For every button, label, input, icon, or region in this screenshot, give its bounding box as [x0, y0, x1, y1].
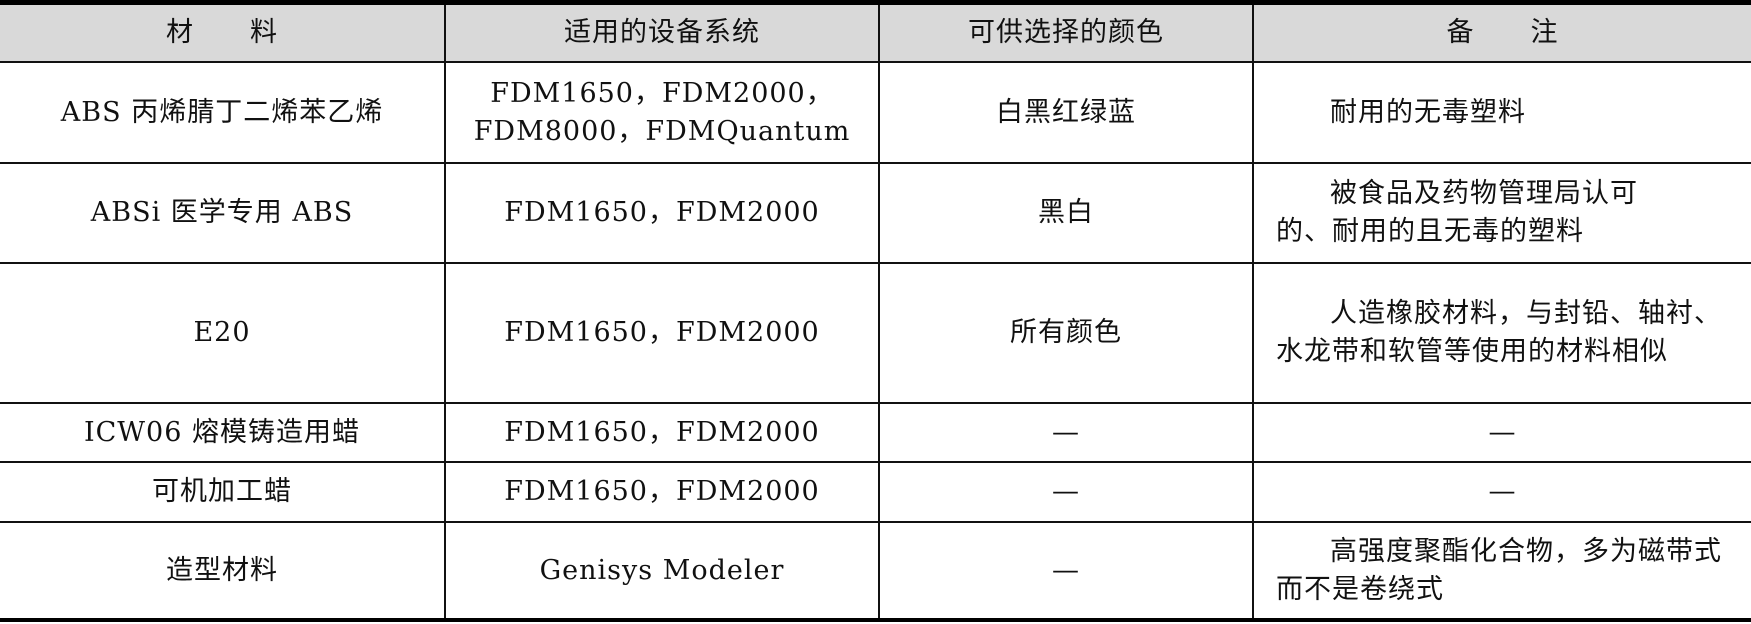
cell-material: E20: [0, 262, 446, 404]
cell-note: —: [1252, 461, 1751, 523]
cell-material: ABS 丙烯腈丁二烯苯乙烯: [0, 61, 446, 164]
cell-systems: FDM1650，FDM2000: [444, 461, 880, 523]
cell-material: 造型材料: [0, 521, 446, 621]
cell-colors: 黑白: [878, 162, 1254, 264]
table-row: 造型材料 Genisys Modeler — 高强度聚酯化合物，多为磁带式而不是…: [0, 521, 1751, 621]
cell-material: 可机加工蜡: [0, 461, 446, 523]
cell-colors: —: [878, 402, 1254, 463]
header-note: 备 注: [1252, 1, 1751, 63]
cell-note: —: [1252, 402, 1751, 463]
cell-note: 高强度聚酯化合物，多为磁带式而不是卷绕式: [1252, 521, 1751, 621]
cell-systems: FDM1650，FDM2000: [444, 402, 880, 463]
cell-note: 被食品及药物管理局认可的、耐用的且无毒的塑料: [1252, 162, 1751, 264]
table-row: E20 FDM1650，FDM2000 所有颜色 人造橡胶材料，与封铅、轴衬、水…: [0, 262, 1751, 404]
cell-colors: —: [878, 461, 1254, 523]
header-systems: 适用的设备系统: [444, 1, 880, 63]
table-row: ABS 丙烯腈丁二烯苯乙烯 FDM1650，FDM2000， FDM8000，FD…: [0, 61, 1751, 164]
table-row: 可机加工蜡 FDM1650，FDM2000 — —: [0, 461, 1751, 523]
cell-colors: 白黑红绿蓝: [878, 61, 1254, 164]
cell-systems: FDM1650，FDM2000， FDM8000，FDMQuantum: [444, 61, 880, 164]
cell-systems: FDM1650，FDM2000: [444, 262, 880, 404]
cell-material: ICW06 熔模铸造用蜡: [0, 402, 446, 463]
table-row: ABSi 医学专用 ABS FDM1650，FDM2000 黑白 被食品及药物管…: [0, 162, 1751, 264]
cell-material: ABSi 医学专用 ABS: [0, 162, 446, 264]
cell-note: 耐用的无毒塑料: [1252, 61, 1751, 164]
header-colors: 可供选择的颜色: [878, 1, 1254, 63]
header-row: 材 料 适用的设备系统 可供选择的颜色 备 注: [0, 1, 1751, 63]
cell-colors: 所有颜色: [878, 262, 1254, 404]
table-row: ICW06 熔模铸造用蜡 FDM1650，FDM2000 — —: [0, 402, 1751, 463]
cell-note: 人造橡胶材料，与封铅、轴衬、水龙带和软管等使用的材料相似: [1252, 262, 1751, 404]
cell-systems: Genisys Modeler: [444, 521, 880, 621]
header-material: 材 料: [0, 1, 446, 63]
cell-colors: —: [878, 521, 1254, 621]
cell-systems: FDM1650，FDM2000: [444, 162, 880, 264]
